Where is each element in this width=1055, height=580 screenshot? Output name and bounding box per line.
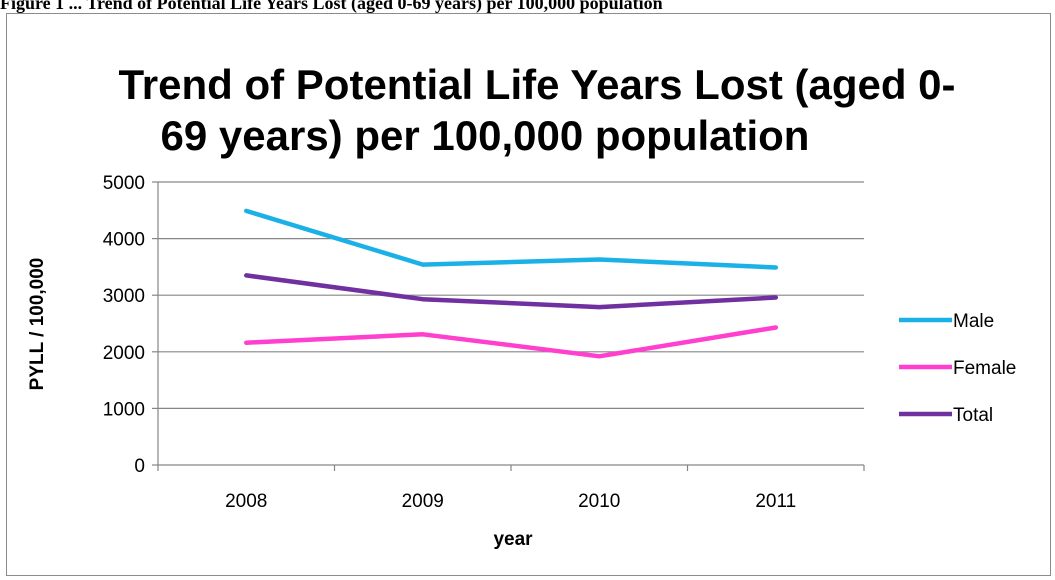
y-tick-label: 2000 [103, 343, 145, 364]
series-line-male [244, 208, 779, 270]
legend: Male Female Total [899, 311, 1016, 426]
x-axis-title: year [493, 529, 533, 550]
figure-caption: Figure 1 ... Trend of Potential Life Yea… [0, 0, 663, 13]
gridlines [158, 181, 864, 409]
line-chart: Trend of Potential Life Years Lost (aged… [27, 61, 1016, 550]
legend-label-female: Female [953, 358, 1016, 379]
x-tick-label: 2008 [225, 491, 267, 512]
x-tick-label: 2011 [755, 491, 796, 512]
y-axis-title: PYLL / 100,000 [27, 258, 48, 391]
chart-container: Trend of Potential Life Years Lost (aged… [6, 13, 1051, 576]
y-tick-label: 4000 [103, 230, 145, 251]
y-tick-label: 5000 [103, 173, 145, 194]
y-tick-label: 3000 [103, 286, 145, 307]
legend-label-male: Male [953, 311, 994, 332]
x-tick-label: 2009 [402, 491, 444, 512]
chart-title-line-1: Trend of Potential Life Years Lost (aged… [118, 61, 955, 108]
chart-title-line-2: 69 years) per 100,000 population [161, 112, 810, 159]
y-tick-label: 1000 [103, 399, 145, 420]
x-tick-label: 2010 [578, 491, 620, 512]
series-lines [244, 208, 779, 359]
y-tick-label: 0 [134, 456, 145, 477]
series-line-total [244, 273, 779, 310]
axes: 0 1000 2000 3000 4000 5000 2008 2009 2010 2011 [103, 173, 865, 512]
series-line-female [244, 325, 779, 359]
legend-label-total: Total [953, 405, 993, 426]
